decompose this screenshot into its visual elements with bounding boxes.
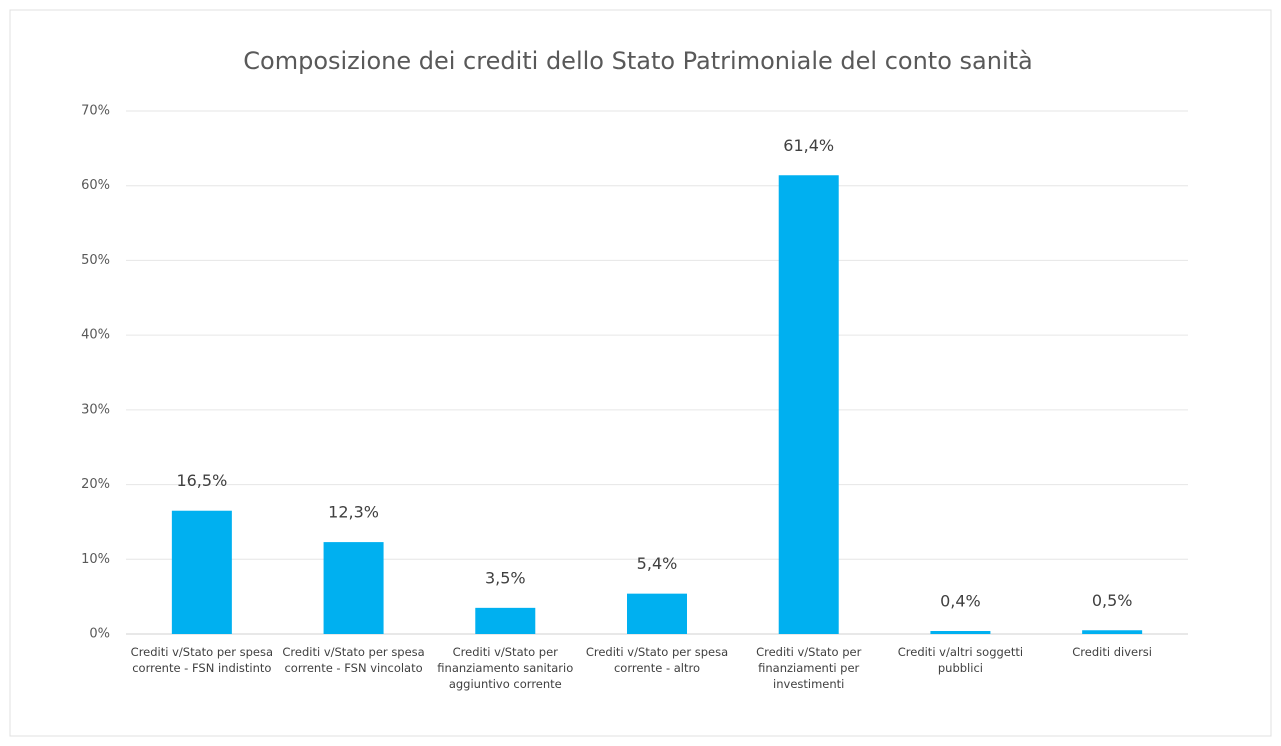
- y-tick-label: 60%: [81, 178, 110, 193]
- value-label: 0,4%: [940, 592, 981, 611]
- bar: [1082, 630, 1143, 634]
- bar: [323, 542, 384, 634]
- bar: [778, 175, 839, 635]
- y-tick-label: 70%: [81, 104, 110, 119]
- bar: [171, 510, 232, 634]
- x-tick-label: Crediti v/Stato per finanziamento sanita…: [437, 645, 574, 691]
- bar: [475, 607, 536, 634]
- chart-title: Composizione dei crediti dello Stato Pat…: [243, 47, 1032, 75]
- value-label: 61,4%: [783, 136, 834, 155]
- x-tick-label: Crediti v/Stato per spesa corrente - alt…: [585, 645, 729, 675]
- x-tick-label: Crediti v/altri soggetti pubblici: [897, 645, 1024, 675]
- y-tick-label: 20%: [81, 477, 110, 492]
- value-label: 16,5%: [176, 471, 227, 490]
- x-tick-label: Crediti v/Stato per spesa corrente - FSN…: [282, 645, 425, 675]
- value-label: 3,5%: [485, 568, 526, 587]
- x-tick-label: Crediti v/Stato per spesa corrente - FSN…: [130, 645, 274, 675]
- x-tick-label: Crediti v/Stato per finanziamenti per in…: [756, 645, 862, 691]
- bar: [627, 593, 687, 634]
- y-tick-label: 50%: [81, 253, 110, 268]
- y-tick-label: 30%: [81, 402, 110, 417]
- y-tick-label: 40%: [81, 328, 110, 343]
- y-tick-label: 10%: [81, 552, 110, 567]
- y-tick-label: 0%: [89, 627, 110, 642]
- value-label: 12,3%: [328, 503, 379, 522]
- value-label: 0,5%: [1092, 591, 1133, 610]
- value-label: 5,4%: [637, 554, 678, 573]
- x-tick-label: Crediti diversi: [1072, 645, 1152, 659]
- bar: [930, 631, 991, 634]
